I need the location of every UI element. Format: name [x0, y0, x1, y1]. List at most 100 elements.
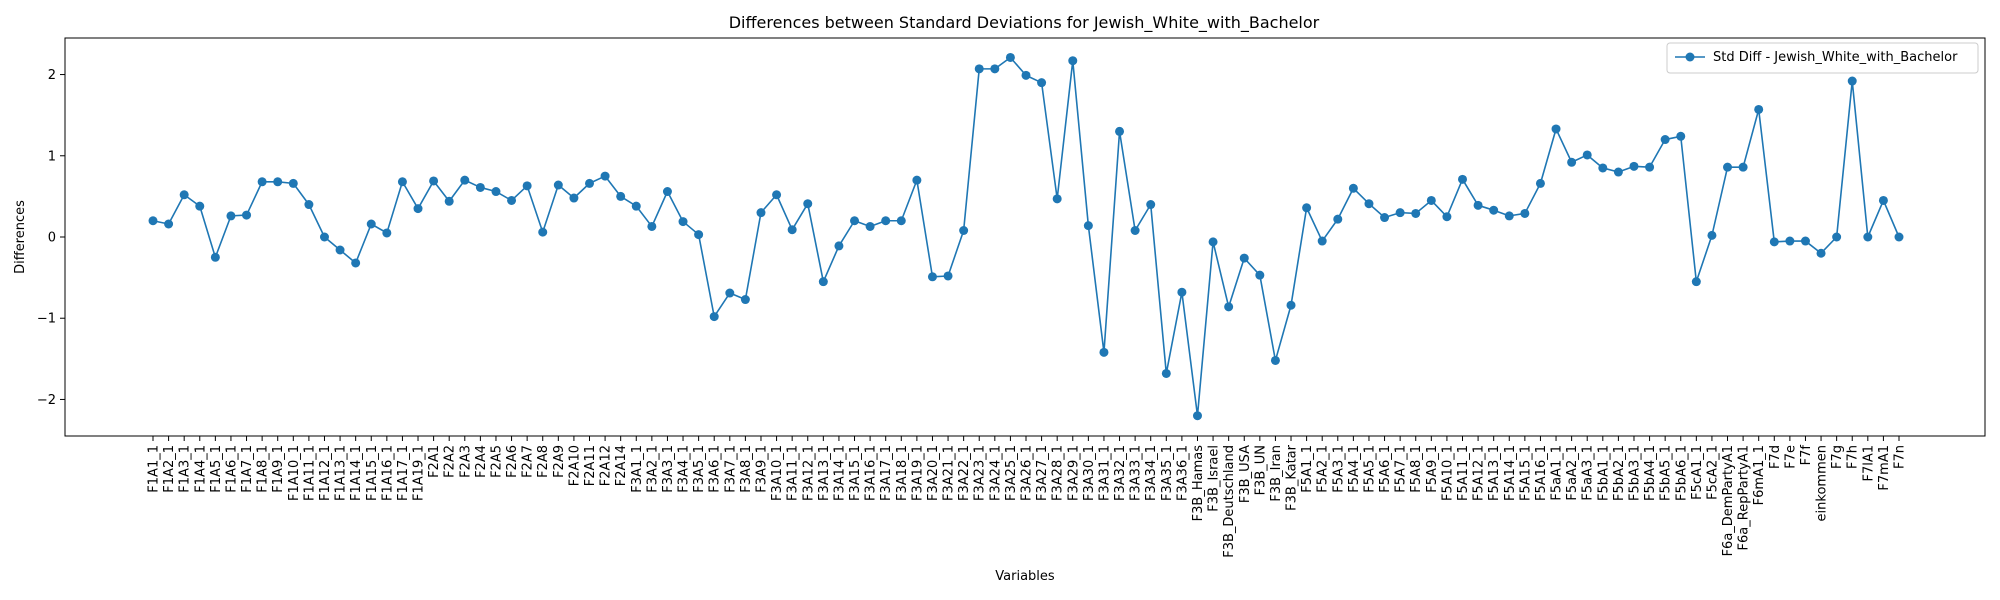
data-point — [647, 221, 657, 231]
data-point — [179, 190, 189, 200]
x-tick-label: F3A20_1 — [926, 445, 941, 501]
x-tick-label: F1A3_1 — [178, 445, 193, 493]
data-point — [1161, 368, 1171, 378]
x-tick-label: F3A17_1 — [879, 445, 894, 501]
x-tick-label: F3A18_1 — [895, 445, 910, 501]
data-point — [787, 225, 797, 235]
x-tick-label: F3A6_1 — [708, 445, 723, 493]
x-tick-label: F1A1_1 — [147, 445, 162, 493]
x-tick-label: F3A34_1 — [1144, 445, 1159, 501]
x-tick-label: F5A14_1 — [1503, 445, 1518, 501]
data-point — [460, 175, 470, 185]
data-point — [257, 177, 267, 187]
data-point — [226, 211, 236, 221]
data-point — [1738, 162, 1748, 172]
y-axis: −2 −1 0 1 2 — [37, 68, 65, 408]
x-tick-label: F7n — [1893, 445, 1908, 469]
x-tick-label: F5aA2_1 — [1565, 445, 1580, 501]
data-point — [1224, 302, 1234, 312]
x-tick-label: F5A9_1 — [1425, 445, 1440, 493]
x-tick-label: F1A19_1 — [412, 445, 427, 501]
x-tick-label: F5A10_1 — [1440, 445, 1455, 501]
data-point — [1660, 135, 1670, 145]
data-point — [1832, 232, 1842, 242]
x-tick-label: F5A11_1 — [1456, 445, 1471, 501]
x-tick-label: F3A1_1 — [630, 445, 645, 493]
data-point — [1115, 126, 1125, 136]
data-point — [1021, 70, 1031, 80]
data-point — [1083, 221, 1093, 231]
data-point — [1333, 214, 1343, 224]
data-point — [1317, 236, 1327, 246]
data-point — [1099, 347, 1109, 357]
x-tick-label: F5bA2_1 — [1612, 445, 1627, 501]
data-point — [1146, 200, 1156, 210]
x-tick-label: F3B_USA — [1238, 445, 1253, 503]
x-tick-label: F3A22_1 — [957, 445, 972, 501]
x-tick-label: F3A16_1 — [864, 445, 879, 501]
x-tick-label: F2A2 — [443, 445, 458, 478]
x-tick-label: F3A26_1 — [1020, 445, 1035, 501]
x-tick-label: F1A15_1 — [365, 445, 380, 501]
data-point — [1192, 411, 1202, 421]
x-tick-label: F3A3_1 — [661, 445, 676, 493]
x-tick-label: F3A28_1 — [1051, 445, 1066, 501]
x-tick-label: F1A11_1 — [302, 445, 317, 501]
data-point — [195, 201, 205, 211]
legend-marker — [1685, 52, 1695, 62]
y-tick-label: −2 — [37, 393, 56, 408]
data-point — [413, 204, 423, 214]
x-tick-label: F3A10_1 — [770, 445, 785, 501]
y-tick-label: −1 — [37, 312, 56, 327]
data-point — [678, 217, 688, 227]
x-tick-label: F3A5_1 — [692, 445, 707, 493]
data-point — [429, 176, 439, 186]
x-tick-label: F2A8 — [536, 445, 551, 478]
data-point — [616, 191, 626, 201]
x-tick-label: F5A15_1 — [1518, 445, 1533, 501]
data-point — [304, 200, 314, 210]
data-point — [242, 210, 252, 220]
data-point — [148, 216, 158, 226]
x-tick-label: F2A9 — [552, 445, 567, 478]
data-point — [569, 193, 579, 203]
x-tick-label: F1A6_1 — [224, 445, 239, 493]
data-point — [1691, 277, 1701, 287]
x-axis: F1A1_1 F1A2_1 F1A3_1 F1A4_1 F1A5_1 F1A6_1 F1A7… — [147, 436, 1908, 558]
x-tick-label: F3A19_1 — [910, 445, 925, 501]
x-tick-label: F7e — [1783, 445, 1798, 469]
data-point — [974, 64, 984, 74]
data-point — [351, 258, 361, 268]
data-point — [1551, 124, 1561, 134]
data-point — [818, 277, 828, 287]
data-point — [1613, 167, 1623, 177]
data-point — [1005, 52, 1015, 62]
data-point — [1800, 236, 1810, 246]
x-tick-label: F3A32_1 — [1113, 445, 1128, 501]
x-tick-label: F6a_DemPartyA1 — [1721, 445, 1736, 556]
x-tick-label: F3A27_1 — [1035, 445, 1050, 501]
data-point — [740, 295, 750, 305]
x-tick-label: F3A12_1 — [801, 445, 816, 501]
data-point — [943, 271, 953, 281]
data-point — [1364, 199, 1374, 209]
x-tick-label: F6mA1_1 — [1752, 445, 1767, 505]
x-tick-label: F2A7 — [521, 445, 536, 478]
data-point — [1348, 183, 1358, 193]
data-point — [927, 272, 937, 282]
data-point — [1239, 253, 1249, 263]
data-point — [1302, 203, 1312, 213]
x-tick-label: F5A5_1 — [1362, 445, 1377, 493]
series-line — [152, 56, 1900, 417]
x-tick-label: F2A6 — [505, 445, 520, 478]
data-point — [273, 177, 283, 187]
data-point — [1068, 56, 1078, 66]
y-tick-label: 0 — [48, 231, 56, 246]
data-point — [1878, 195, 1888, 205]
x-tick-label: F5A12_1 — [1472, 445, 1487, 501]
x-tick-label: F7g — [1830, 445, 1845, 469]
x-tick-label: F2A10 — [567, 445, 582, 486]
x-tick-label: F2A11 — [583, 445, 598, 486]
data-point — [1270, 355, 1280, 365]
data-point — [1255, 270, 1265, 280]
